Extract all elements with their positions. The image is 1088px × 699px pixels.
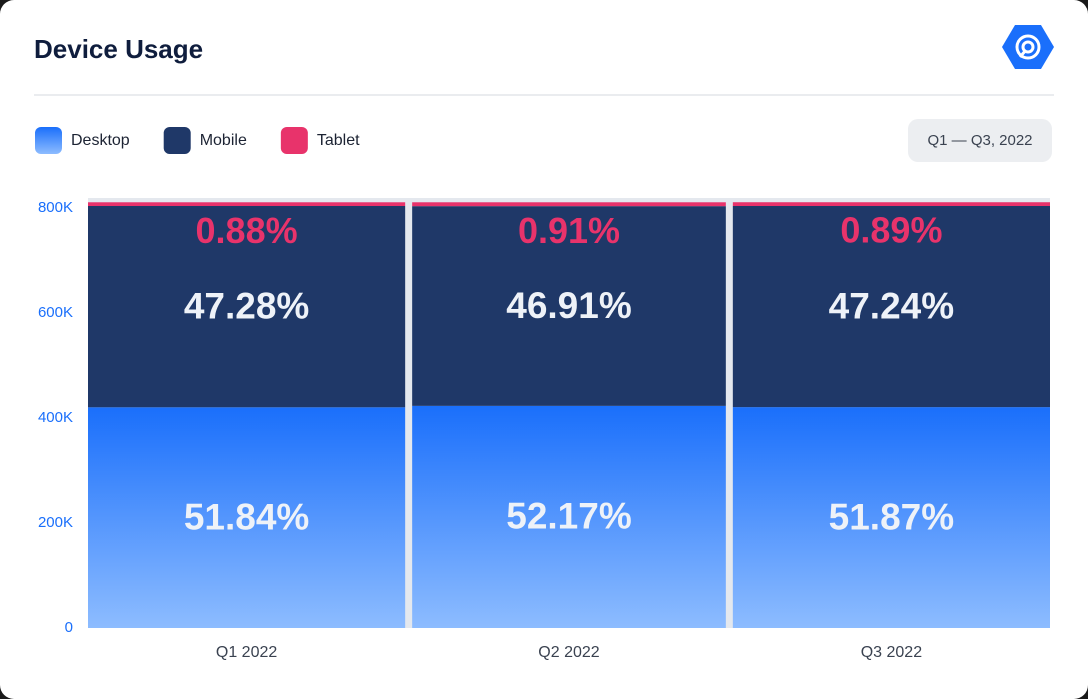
- data-label: 51.84%: [184, 496, 310, 537]
- date-chip[interactable]: [908, 119, 1052, 162]
- y-tick-label: 0: [65, 619, 73, 636]
- data-label: 51.87%: [829, 496, 955, 537]
- legend-label: Mobile: [200, 132, 247, 149]
- data-label: 46.91%: [506, 285, 632, 326]
- legend-swatch: [280, 127, 308, 154]
- bar-segment: [88, 407, 406, 628]
- data-label: 0.88%: [196, 210, 298, 251]
- y-tick-label: 200K: [38, 514, 73, 531]
- bar-segment: [412, 206, 726, 406]
- y-tick-label: 800K: [38, 199, 73, 216]
- bar-segment: [412, 202, 726, 207]
- logo: [1002, 25, 1054, 69]
- chart-title: Device Usage: [34, 34, 203, 64]
- legend: Desktop Mobile Tablet: [35, 127, 360, 154]
- legend-label: Tablet: [317, 132, 360, 149]
- date-range: Q1 — Q3, 2022: [927, 132, 1032, 149]
- legend-label: Desktop: [71, 132, 130, 149]
- legend-swatch: [35, 127, 62, 154]
- bar-segment: [88, 202, 406, 207]
- data-label: 52.17%: [506, 496, 632, 537]
- legend-swatch: [163, 127, 191, 154]
- y-tick-label: 600K: [38, 304, 73, 321]
- bar-segment: [412, 405, 726, 628]
- data-label: 47.28%: [184, 285, 310, 326]
- x-tick-label: Q3 2022: [861, 644, 922, 661]
- x-tick-label: Q1 2022: [216, 644, 277, 661]
- bar-segment: [732, 202, 1050, 207]
- bar-segment: [88, 206, 406, 408]
- bar-segment: [732, 407, 1050, 628]
- data-label: 0.91%: [518, 210, 620, 251]
- data-label: 0.89%: [840, 210, 942, 251]
- y-tick-label: 400K: [38, 409, 73, 426]
- bar-segment: [732, 206, 1050, 408]
- x-tick-label: Q2 2022: [538, 644, 599, 661]
- data-label: 47.24%: [829, 285, 955, 326]
